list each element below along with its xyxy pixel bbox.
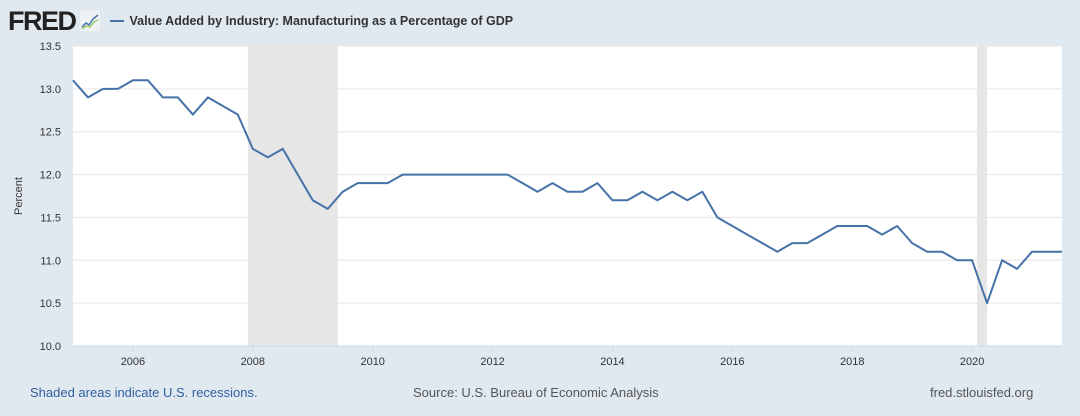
- y-tick-label: 10.0: [40, 341, 61, 353]
- x-tick-label: 2010: [360, 356, 384, 368]
- fred-logo[interactable]: FRED: [8, 5, 77, 36]
- y-axis-title: Percent: [13, 177, 25, 215]
- y-tick-label: 12.0: [40, 170, 61, 182]
- chart-header: FRED Value Added by Industry: Manufactur…: [8, 6, 513, 36]
- y-tick-label: 11.0: [40, 255, 61, 267]
- legend-item: Value Added by Industry: Manufacturing a…: [109, 14, 514, 28]
- legend-label: Value Added by Industry: Manufacturing a…: [129, 14, 514, 28]
- recession-shading: [977, 46, 988, 346]
- x-tick-label: 2020: [960, 356, 984, 368]
- y-tick-label: 13.5: [40, 41, 61, 53]
- x-tick-label: 2014: [600, 356, 624, 368]
- x-tick-label: 2016: [720, 356, 744, 368]
- source-note: Source: U.S. Bureau of Economic Analysis: [413, 385, 659, 400]
- site-link[interactable]: fred.stlouisfed.org: [930, 385, 1034, 400]
- y-tick-label: 12.5: [40, 127, 61, 139]
- legend-line-swatch: [109, 20, 124, 22]
- plot-area: [73, 46, 1062, 346]
- x-tick-label: 2008: [241, 356, 265, 368]
- x-tick-label: 2018: [840, 356, 864, 368]
- x-tick-label: 2012: [480, 356, 504, 368]
- y-tick-label: 11.5: [40, 212, 61, 224]
- recession-note: Shaded areas indicate U.S. recessions.: [30, 385, 258, 400]
- y-tick-label: 13.0: [40, 84, 61, 96]
- recession-shading: [247, 46, 338, 346]
- chart-logo-icon: [79, 11, 100, 31]
- x-tick-label: 2006: [121, 356, 145, 368]
- y-tick-label: 10.5: [40, 298, 61, 310]
